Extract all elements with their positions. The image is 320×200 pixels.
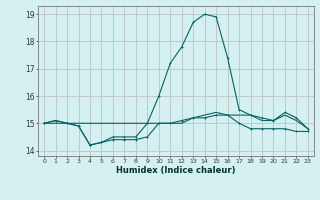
X-axis label: Humidex (Indice chaleur): Humidex (Indice chaleur) xyxy=(116,166,236,175)
